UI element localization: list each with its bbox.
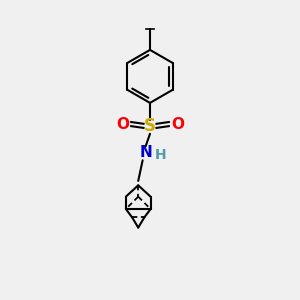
Text: S: S (144, 117, 156, 135)
Text: H: H (155, 148, 167, 162)
Text: O: O (116, 117, 129, 132)
Text: O: O (171, 117, 184, 132)
Text: N: N (139, 146, 152, 160)
